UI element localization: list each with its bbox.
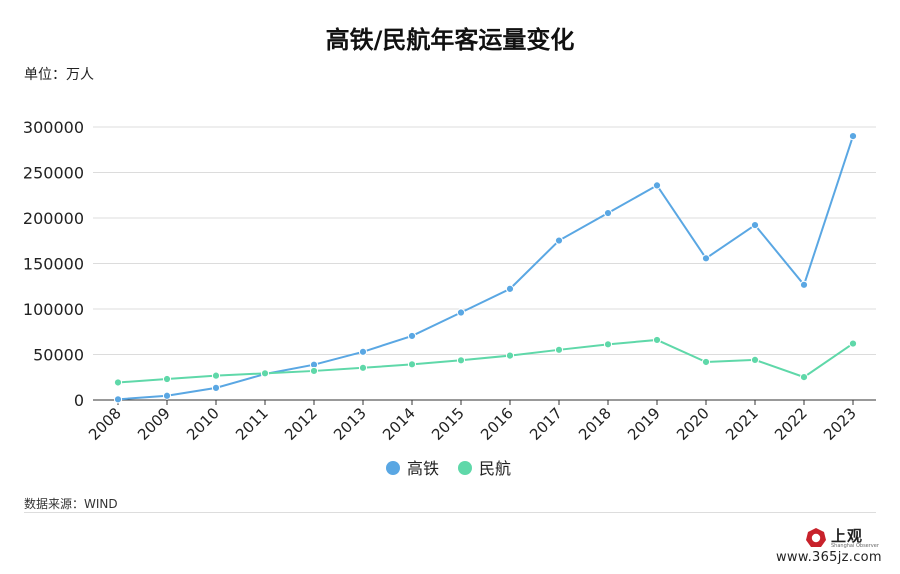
x-tick-label: 2018 (575, 404, 615, 444)
data-point (211, 383, 221, 392)
x-tick-label: 2019 (624, 404, 664, 444)
y-tick-label: 100000 (23, 300, 84, 319)
y-tick-labels: 0 50000 100000 150000 200000 250000 300000 (23, 118, 84, 410)
logo-name: 上观 (831, 527, 864, 545)
watermark: www.365jz.com (776, 550, 882, 565)
data-point (750, 220, 760, 230)
data-point (407, 360, 417, 369)
legend-marker (386, 461, 400, 475)
data-point (554, 236, 564, 245)
logo-subtitle: Shanghai Observer (831, 543, 879, 549)
data-point (211, 371, 221, 380)
data-point (456, 308, 466, 317)
x-tick-label: 2010 (183, 404, 223, 444)
series-line (117, 135, 854, 401)
data-point (799, 372, 809, 382)
data-point (162, 391, 172, 400)
unit-label: 单位：万人 (24, 67, 94, 83)
x-tick-label: 2015 (428, 404, 468, 444)
legend-item[interactable]: 民航 (458, 459, 511, 478)
series-civil-aviation (113, 335, 858, 387)
data-point (848, 339, 858, 348)
x-tick-label: 2009 (134, 404, 174, 444)
x-tick-label: 2017 (526, 404, 566, 444)
data-point (358, 347, 368, 356)
legend-item[interactable]: 高铁 (386, 459, 439, 478)
x-tick-label: 2021 (722, 404, 762, 444)
x-tick-label: 2016 (477, 404, 517, 444)
data-point (505, 351, 515, 360)
chart-title: 高铁/民航年客运量变化 (325, 26, 575, 54)
data-point (407, 331, 417, 341)
data-point (113, 378, 123, 387)
data-point (799, 280, 809, 289)
data-point (505, 284, 515, 293)
x-axis (93, 399, 876, 405)
data-point (113, 395, 123, 404)
data-point (358, 363, 368, 372)
data-point (848, 132, 858, 141)
data-point (652, 181, 662, 190)
legend[interactable]: 高铁 民航 (386, 459, 511, 478)
x-tick-labels: 2008 2009 2010 2011 2012 2013 2014 2015 2016 2017… (85, 404, 860, 444)
shanghai-observer-logo: 上观 Shanghai Observer (805, 527, 879, 549)
legend-marker (458, 461, 472, 475)
x-tick-label: 2023 (820, 404, 860, 444)
x-tick-label: 2011 (232, 404, 272, 444)
y-tick-label: 300000 (23, 118, 84, 137)
x-tick-label: 2022 (771, 404, 811, 444)
legend-label: 民航 (479, 459, 511, 478)
data-point (701, 254, 711, 263)
data-point (603, 208, 613, 218)
legend-label: 高铁 (407, 459, 439, 478)
data-point (260, 369, 270, 378)
data-source: 数据来源：WIND (24, 497, 118, 511)
data-point (456, 356, 466, 365)
y-tick-label: 150000 (23, 255, 84, 274)
data-point (309, 366, 319, 376)
data-point (603, 340, 613, 349)
grid-lines (93, 126, 876, 355)
y-tick-label: 250000 (23, 164, 84, 183)
series-line (117, 338, 854, 384)
series-layer (113, 132, 858, 404)
footer-divider (24, 512, 876, 513)
data-point (554, 345, 564, 354)
x-tick-label: 2012 (281, 404, 321, 444)
data-point (162, 374, 172, 384)
x-tick-label: 2008 (85, 404, 125, 444)
data-point (652, 335, 662, 345)
y-tick-label: 50000 (33, 346, 84, 365)
logo-icon (806, 528, 826, 547)
data-point (701, 357, 711, 367)
y-tick-label: 200000 (23, 209, 84, 228)
x-tick-label: 2013 (330, 404, 370, 444)
x-tick-label: 2020 (673, 404, 713, 444)
series-high-speed-rail (113, 132, 858, 404)
data-point (750, 355, 760, 365)
x-tick-label: 2014 (379, 404, 419, 444)
y-tick-label: 0 (74, 391, 84, 410)
